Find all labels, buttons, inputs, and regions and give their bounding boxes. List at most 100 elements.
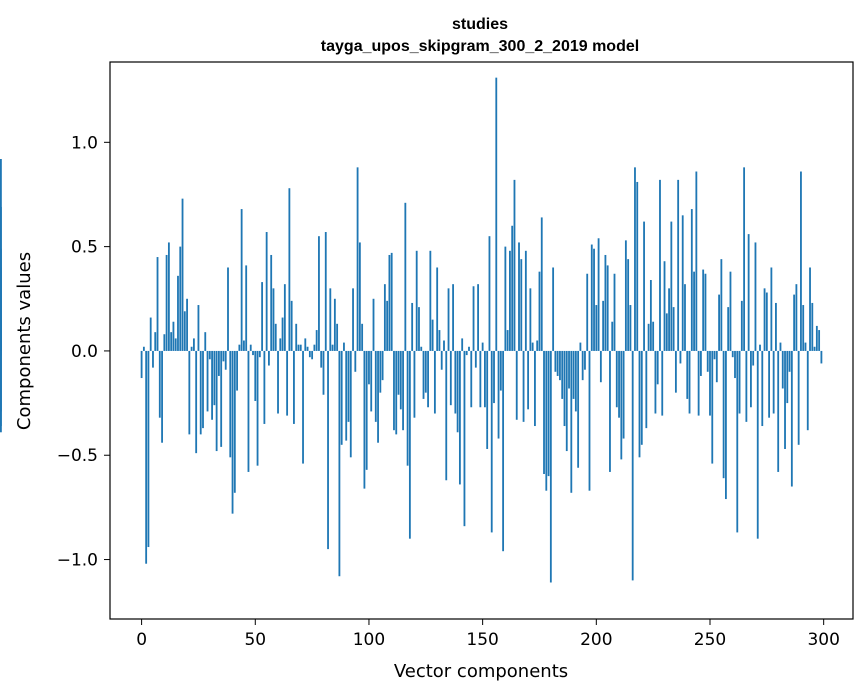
bar xyxy=(606,265,609,351)
bar xyxy=(288,188,291,351)
bar xyxy=(772,350,775,414)
bar xyxy=(256,350,259,466)
bar xyxy=(338,350,341,577)
y-tick-label: 0.0 xyxy=(71,342,98,362)
bar xyxy=(690,209,693,351)
bar xyxy=(645,350,648,429)
bar xyxy=(681,215,684,351)
bar xyxy=(386,300,389,351)
bar xyxy=(233,350,236,493)
bar xyxy=(790,350,793,487)
bar xyxy=(272,288,275,351)
bar xyxy=(636,181,639,351)
bar xyxy=(302,350,304,464)
bar xyxy=(770,267,773,351)
bar xyxy=(747,234,750,351)
bar xyxy=(172,321,175,351)
bar xyxy=(245,265,248,351)
bar xyxy=(377,350,379,443)
bar xyxy=(354,350,357,372)
bar xyxy=(502,350,505,552)
bar xyxy=(599,350,602,383)
bar xyxy=(227,267,229,351)
bar xyxy=(486,350,489,449)
bar xyxy=(602,300,605,351)
bar xyxy=(665,313,668,351)
bar xyxy=(531,342,534,351)
bar xyxy=(659,179,661,351)
bar xyxy=(699,350,702,376)
x-tick-label: 250 xyxy=(694,630,726,650)
bar xyxy=(429,250,432,351)
bar xyxy=(656,350,659,385)
bar xyxy=(0,248,2,351)
bar xyxy=(313,344,316,351)
bar xyxy=(677,179,680,351)
bar xyxy=(315,330,318,351)
bar xyxy=(706,350,709,372)
bar xyxy=(415,250,418,351)
bar xyxy=(584,350,586,370)
bar xyxy=(779,342,782,351)
bar xyxy=(561,350,564,399)
bar xyxy=(513,179,516,351)
bar xyxy=(252,350,254,356)
bar xyxy=(427,350,429,408)
bar xyxy=(327,350,329,550)
bar xyxy=(238,344,241,351)
bar xyxy=(458,350,461,485)
bar xyxy=(349,350,352,458)
bar xyxy=(183,311,186,351)
bar xyxy=(222,350,225,362)
bar xyxy=(529,288,532,351)
bar xyxy=(674,350,677,393)
bar xyxy=(449,350,452,406)
bar xyxy=(286,350,289,416)
bar xyxy=(568,350,570,389)
bar xyxy=(484,350,486,408)
bar xyxy=(729,271,732,351)
bar xyxy=(331,344,334,351)
bar xyxy=(493,350,495,404)
bar xyxy=(0,350,2,356)
bar xyxy=(552,267,555,351)
bar xyxy=(722,350,725,479)
bar xyxy=(629,305,632,351)
bar xyxy=(440,350,443,370)
bar xyxy=(320,350,323,368)
bar xyxy=(167,242,170,351)
bar xyxy=(768,350,771,418)
bar xyxy=(709,350,711,416)
bar xyxy=(738,350,741,414)
bar xyxy=(179,246,182,351)
bar xyxy=(452,284,454,351)
bar xyxy=(443,340,445,351)
bar xyxy=(206,350,209,412)
bar xyxy=(336,323,339,351)
bar xyxy=(688,350,691,414)
bar xyxy=(390,252,393,351)
bar xyxy=(804,342,807,351)
bar xyxy=(220,350,223,447)
bar xyxy=(511,225,514,351)
bar xyxy=(277,350,279,414)
chart-title: studies xyxy=(452,16,508,33)
bar xyxy=(704,273,707,351)
x-tick-label: 150 xyxy=(466,630,498,650)
bar xyxy=(404,202,407,351)
bar xyxy=(149,317,152,351)
y-axis-ticks: −1.0 −0.5 0.0 0.5 1.0 xyxy=(57,133,110,571)
bar xyxy=(572,350,575,399)
bar xyxy=(268,350,270,366)
bar xyxy=(424,350,427,393)
bar xyxy=(408,350,411,539)
bar xyxy=(813,346,816,351)
bar xyxy=(379,350,382,393)
bar xyxy=(731,350,734,358)
bar xyxy=(800,171,802,351)
bar xyxy=(413,350,416,418)
bar xyxy=(727,307,730,351)
bar xyxy=(188,350,191,435)
bar xyxy=(686,350,689,399)
bar xyxy=(520,259,523,351)
